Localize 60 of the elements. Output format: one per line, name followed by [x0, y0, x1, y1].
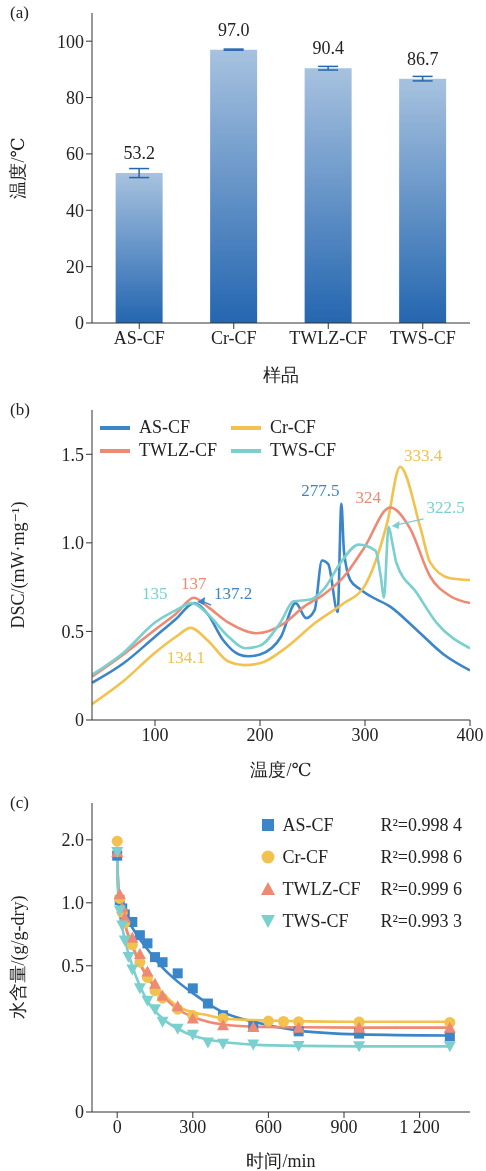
chart-title: (c) — [10, 793, 29, 813]
legend-label: AS-CF — [139, 417, 191, 438]
x-tick-label: 300 — [351, 724, 379, 745]
chart-title: (b) — [10, 400, 30, 420]
legend-label: Cr-CF — [270, 417, 316, 438]
y-tick-label: 100 — [57, 31, 84, 52]
legend-label: Cr-CF — [282, 846, 330, 868]
data-label: 90.4 — [312, 38, 344, 59]
x-axis-title: 样品 — [263, 365, 299, 385]
y-axis-title: 水含量/(g/g-dry) — [8, 895, 30, 1020]
x-tick-label: 300 — [179, 1116, 207, 1137]
annotation: 134.1 — [166, 647, 205, 667]
legend-label: TWLZ-CF — [282, 878, 362, 900]
legend-label: AS-CF — [282, 814, 335, 836]
y-tick-label: 1.5 — [61, 444, 84, 465]
y-tick-label: 1.0 — [61, 893, 84, 914]
chart-title: (a) — [10, 3, 29, 23]
x-tick-label: 600 — [254, 1116, 282, 1137]
data-label: 86.7 — [406, 48, 439, 69]
y-tick-label: 40 — [66, 200, 84, 221]
y-tick-label: 0 — [75, 1102, 84, 1123]
annotation: 135 — [142, 584, 168, 604]
annotation: R²=0.999 6 — [380, 878, 462, 900]
annotation: R²=0.998 4 — [380, 814, 462, 836]
x-tick-label: TWS-CF — [389, 327, 456, 348]
data-label: 97.0 — [217, 19, 250, 40]
x-tick-label: 200 — [246, 724, 274, 745]
y-tick-label: 60 — [66, 144, 84, 165]
annotation: 137.2 — [213, 584, 253, 604]
annotation: R²=0.998 6 — [380, 846, 462, 868]
y-tick-label: 2.0 — [61, 830, 84, 851]
x-axis-title: 时间/min — [246, 1151, 316, 1171]
x-tick-label: TWLZ-CF — [289, 327, 368, 348]
x-axis-title: 温度/℃ — [250, 760, 312, 780]
x-tick-label: 400 — [456, 724, 484, 745]
y-tick-label: 0.5 — [61, 621, 84, 642]
data-label: 53.2 — [123, 143, 155, 164]
x-tick-label: 900 — [330, 1116, 358, 1137]
y-axis-title: 温度/℃ — [8, 137, 29, 199]
legend-label: TWS-CF — [282, 910, 350, 932]
y-axis-title: DSC/(mW·mg⁻¹) — [8, 501, 30, 629]
x-tick-label: 1 200 — [399, 1116, 440, 1137]
x-tick-label: Cr-CF — [210, 327, 257, 348]
x-tick-label: 100 — [141, 724, 169, 745]
legend-label: TWLZ-CF — [139, 440, 217, 461]
legend-label: TWS-CF — [270, 440, 337, 461]
x-tick-label: AS-CF — [113, 327, 165, 348]
annotation: 333.4 — [403, 445, 443, 465]
x-tick-label: 0 — [112, 1116, 122, 1137]
y-tick-label: 0.5 — [61, 956, 84, 977]
y-tick-label: 1.0 — [61, 533, 84, 554]
y-tick-label: 0 — [75, 313, 84, 334]
y-tick-label: 0 — [75, 710, 84, 731]
annotation: 137 — [181, 573, 208, 593]
annotation: 324 — [355, 488, 382, 508]
annotation: 277.5 — [301, 480, 340, 500]
y-tick-label: 80 — [66, 87, 84, 108]
annotation: 322.5 — [426, 497, 465, 517]
annotation: R²=0.993 3 — [380, 910, 462, 932]
y-tick-label: 20 — [66, 257, 84, 278]
